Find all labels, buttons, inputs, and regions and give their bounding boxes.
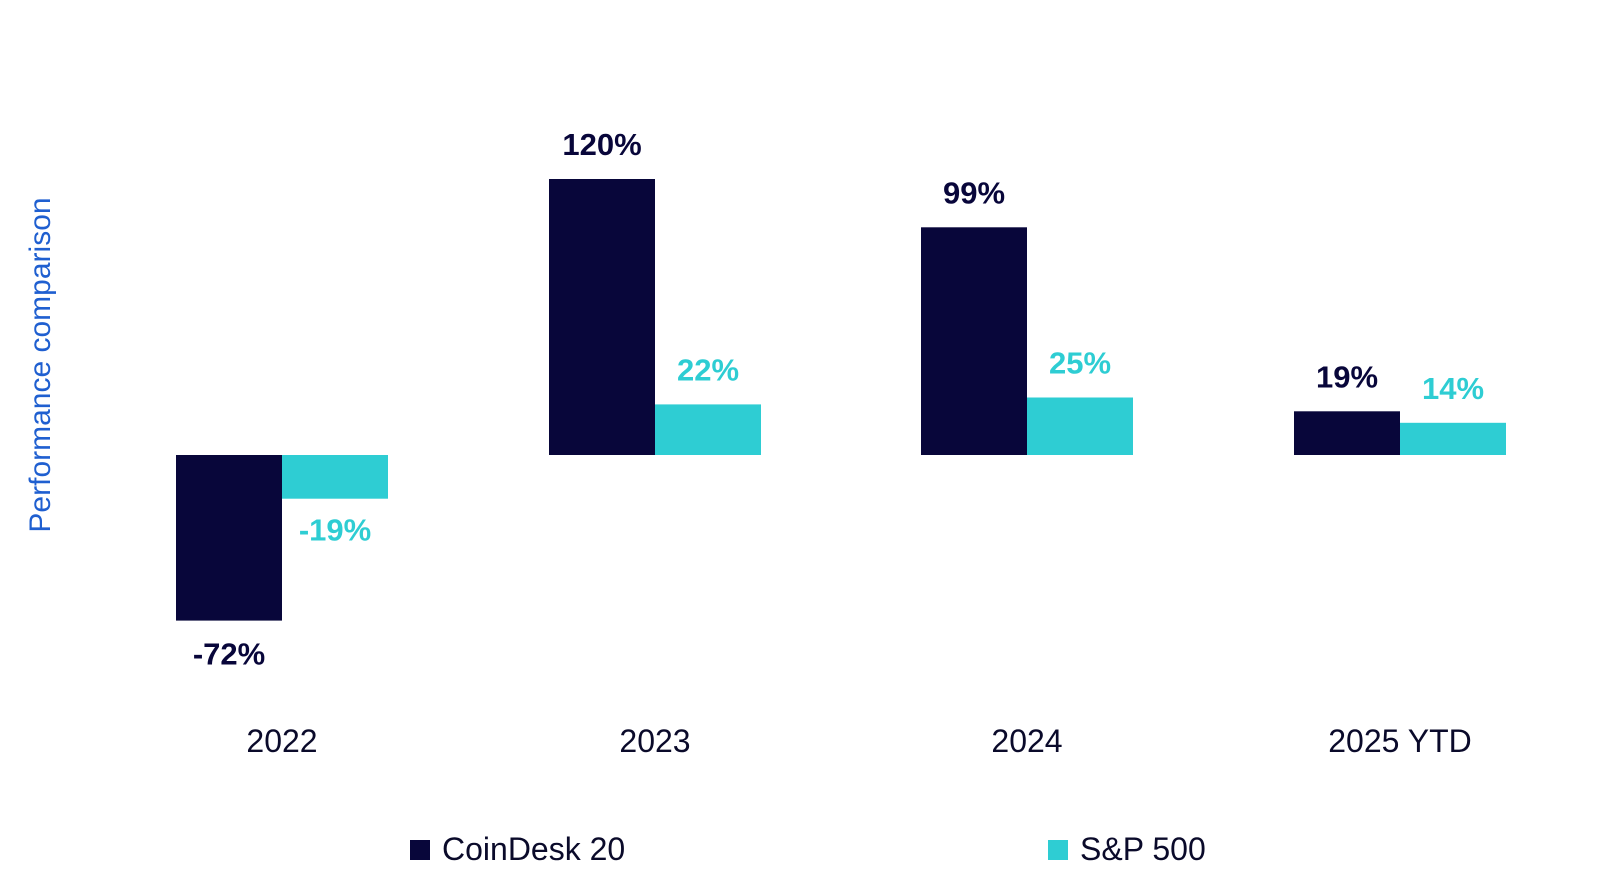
- data-label-sp500-2022: -19%: [299, 513, 371, 548]
- bar-sp500-2023: [655, 404, 761, 455]
- y-axis-label: Performance comparison: [24, 197, 57, 532]
- category-label-2023: 2023: [619, 723, 690, 759]
- category-label-2025-ytd: 2025 YTD: [1328, 723, 1472, 759]
- bar-coindesk20-2023: [549, 179, 655, 455]
- data-label-coindesk20-2024: 99%: [943, 175, 1005, 210]
- data-label-sp500-2024: 25%: [1049, 346, 1111, 381]
- data-label-sp500-2025-ytd: 14%: [1422, 371, 1484, 406]
- bar-coindesk20-2024: [921, 227, 1027, 455]
- data-label-coindesk20-2022: -72%: [193, 637, 265, 672]
- category-label-2022: 2022: [246, 723, 317, 759]
- legend-swatch-coindesk20: [410, 840, 430, 860]
- bar-sp500-2024: [1027, 397, 1133, 455]
- bars-group: [176, 179, 1506, 621]
- category-labels-group: 2022 2023 2024 2025 YTD: [246, 723, 1471, 759]
- category-label-2024: 2024: [991, 723, 1062, 759]
- bar-sp500-2025-ytd: [1400, 422, 1506, 455]
- legend-swatch-sp500: [1048, 840, 1068, 860]
- data-labels-group: -72% -19% 120% 22% 99% 25% 19% 14%: [193, 127, 1484, 672]
- bar-sp500-2022: [282, 455, 388, 499]
- data-label-coindesk20-2025-ytd: 19%: [1316, 359, 1378, 394]
- legend: CoinDesk 20 S&P 500: [410, 831, 1206, 867]
- data-label-sp500-2023: 22%: [677, 352, 739, 387]
- bar-coindesk20-2025-ytd: [1294, 411, 1400, 455]
- data-label-coindesk20-2023: 120%: [562, 127, 641, 162]
- legend-label-coindesk20: CoinDesk 20: [442, 831, 625, 867]
- legend-label-sp500: S&P 500: [1080, 831, 1206, 867]
- bar-coindesk20-2022: [176, 455, 282, 621]
